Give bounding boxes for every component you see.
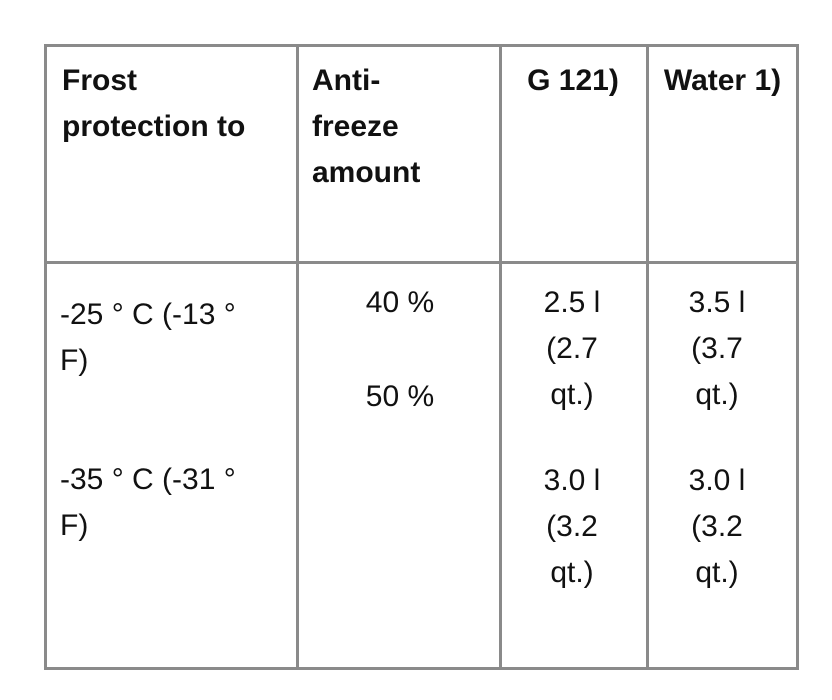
header-cell: Frost protection to — [62, 64, 246, 143]
table-cell: 40 % — [365, 286, 435, 319]
header-cell: Water 1) — [663, 64, 782, 97]
header-cell: Anti- freeze amount — [312, 64, 421, 189]
table-cell: 3.0 l (3.2 qt.) — [543, 464, 601, 589]
table-cell: 3.0 l (3.2 qt.) — [688, 464, 746, 589]
table-cell: 50 % — [365, 380, 435, 413]
column-divider — [646, 44, 649, 670]
table-cell: 3.5 l (3.7 qt.) — [688, 286, 746, 411]
table-cell: 2.5 l (2.7 qt.) — [543, 286, 601, 411]
row-divider — [44, 261, 799, 264]
table-cell: -35 ° C (-31 ° F) — [60, 463, 236, 542]
table-border — [44, 44, 799, 670]
header-cell: G 121) — [527, 64, 619, 97]
column-divider — [499, 44, 502, 670]
column-divider — [296, 44, 299, 670]
table-cell: -25 ° C (-13 ° F) — [60, 298, 236, 377]
